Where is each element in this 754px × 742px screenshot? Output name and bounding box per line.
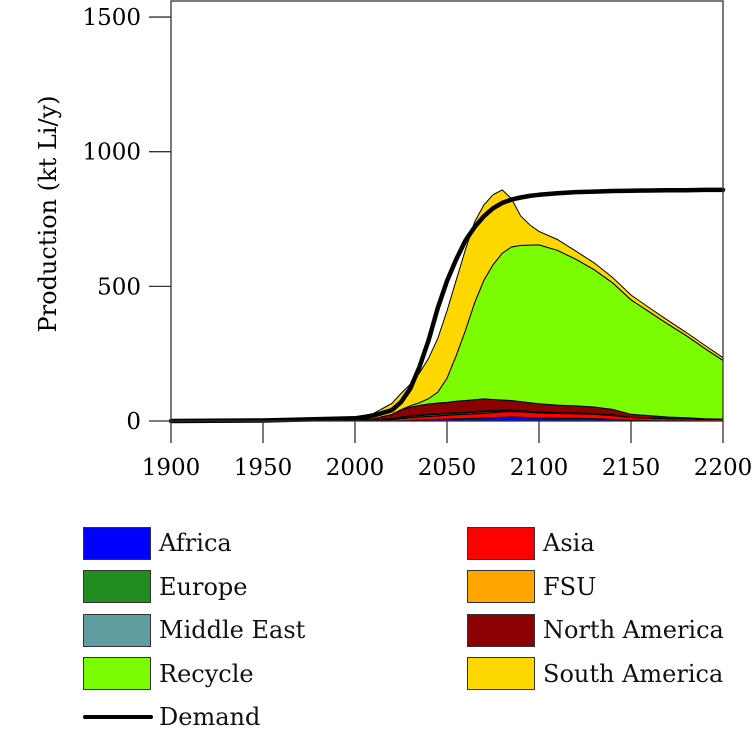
- legend-item-north-america: North America: [467, 611, 724, 649]
- x-tick-label: 2100: [510, 455, 569, 481]
- legend-item-middle-east: Middle East: [83, 611, 305, 649]
- legend-label: Demand: [159, 703, 261, 731]
- legend-label: North America: [543, 616, 724, 644]
- legend-swatch: [467, 570, 535, 603]
- demand-line: [168, 187, 726, 424]
- legend-item-recycle: Recycle: [83, 655, 254, 693]
- y-tick-label: 500: [97, 274, 141, 300]
- legend-label: Asia: [543, 529, 595, 557]
- x-tick-label: 2050: [418, 455, 477, 481]
- legend-label: FSU: [543, 572, 597, 601]
- legend-item-demand: Demand: [83, 698, 260, 736]
- y-axis: 0 500 1000 1500: [82, 5, 171, 435]
- legend-swatch: [467, 526, 535, 560]
- legend-item-south-america: South America: [467, 655, 723, 693]
- production-chart: 0 500 1000 1500 1900 1950 2000 2050 2100 2150 220…: [34, 0, 753, 481]
- legend-label: Recycle: [159, 659, 254, 688]
- legend-swatch: [83, 570, 151, 603]
- legend-label: Europe: [159, 572, 248, 601]
- legend-swatch: [467, 657, 535, 690]
- legend-label: South America: [543, 659, 724, 688]
- legend-swatch: [83, 526, 151, 560]
- legend-item-europe: Europe: [83, 568, 247, 606]
- legend-item-fsu: FSU: [467, 568, 596, 606]
- legend-label: Middle East: [159, 616, 306, 644]
- legend-swatch: [83, 657, 151, 690]
- stacked-areas: [171, 189, 724, 422]
- legend-label: Africa: [159, 529, 232, 557]
- y-tick-label: 0: [126, 409, 141, 435]
- legend-item-asia: Asia: [467, 524, 595, 562]
- x-tick-label: 1900: [142, 455, 201, 481]
- legend-item-africa: Africa: [83, 524, 232, 562]
- x-tick-label: 2000: [326, 455, 385, 481]
- legend-line-swatch: [83, 715, 153, 719]
- y-tick-label: 1500: [82, 5, 141, 31]
- y-tick-label: 1000: [82, 140, 141, 166]
- x-tick-label: 2200: [694, 455, 753, 481]
- legend-swatch: [467, 613, 535, 647]
- x-axis: 1900 1950 2000 2050 2100 2150 2200: [142, 421, 753, 481]
- x-tick-label: 2150: [602, 455, 661, 481]
- x-tick-label: 1950: [234, 455, 293, 481]
- legend: Africa Europe Middle East Recycle Demand Asia…: [83, 524, 753, 739]
- legend-swatch: [83, 613, 151, 647]
- y-axis-title: Production (kt Li/y): [34, 96, 62, 333]
